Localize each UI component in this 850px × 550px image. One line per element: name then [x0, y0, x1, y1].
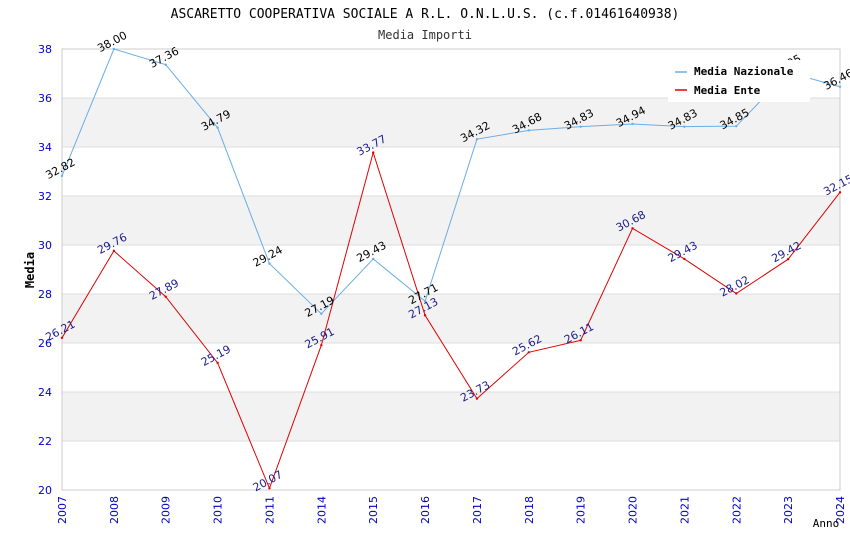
gridlines [62, 48, 840, 491]
x-tick-label: 2014 [315, 496, 328, 524]
data-point [735, 124, 738, 128]
data-point [164, 295, 167, 298]
data-point [631, 122, 634, 126]
data-label: 38.00 [95, 29, 129, 55]
y-tick-label: 24 [38, 386, 52, 399]
x-tick-label: 2019 [575, 496, 588, 524]
data-point [683, 125, 686, 128]
x-tick-label: 2008 [108, 496, 121, 524]
data-point [268, 487, 271, 490]
data-point [838, 191, 842, 194]
x-tick-label: 2010 [212, 496, 225, 524]
data-point [112, 47, 116, 51]
data-point [475, 137, 479, 141]
data-point [60, 174, 64, 178]
x-tick-label: 2007 [56, 496, 69, 524]
data-point [579, 339, 582, 342]
data-point [268, 262, 271, 265]
x-tick-label: 2018 [523, 496, 536, 524]
y-tick-label: 26 [38, 337, 52, 350]
data-point [579, 125, 582, 128]
data-label: 32.15 [821, 172, 850, 198]
data-label: 29.24 [251, 243, 285, 269]
y-tick-label: 20 [38, 484, 52, 497]
legend-label-media-nazionale: Media Nazionale [694, 65, 794, 78]
x-axis-label: Anno [813, 517, 840, 530]
data-label: 32.82 [43, 156, 77, 182]
plot-background-bands [62, 98, 840, 441]
legend: Media Nazionale Media Ente [668, 60, 810, 102]
x-tick-label: 2022 [730, 496, 743, 524]
grid-band [62, 98, 840, 147]
data-point [683, 257, 686, 261]
y-tick-label: 38 [38, 43, 52, 56]
chart-subtitle: Media Importi [378, 28, 472, 42]
x-tick-label: 2021 [678, 496, 691, 524]
y-axis-ticks: 20 22 24 26 28 30 32 34 36 38 [38, 43, 52, 497]
data-point [475, 397, 479, 400]
legend-box [668, 60, 810, 102]
x-tick-label: 2015 [367, 496, 380, 524]
data-point [786, 258, 790, 261]
x-tick-label: 2020 [627, 496, 640, 524]
series-line-0 [61, 48, 841, 315]
data-label: 37.36 [147, 44, 181, 70]
chart-title: ASCARETTO COOPERATIVA SOCIALE A R.L. O.N… [171, 7, 680, 22]
x-tick-label: 2024 [834, 496, 847, 524]
plot-frame [61, 48, 841, 491]
data-point [216, 361, 219, 365]
x-tick-label: 2017 [471, 496, 484, 524]
data-point [735, 292, 738, 295]
x-tick-label: 2009 [160, 496, 173, 524]
x-tick-label: 2016 [419, 496, 432, 524]
data-point [216, 126, 219, 129]
data-point [164, 63, 167, 66]
data-point [838, 85, 842, 88]
data-point [423, 299, 427, 303]
data-point [631, 227, 634, 230]
y-tick-label: 32 [38, 190, 52, 203]
x-tick-label: 2023 [782, 496, 795, 524]
x-axis-ticks: 2007 2008 2009 2010 2011 2014 2015 2016 2017 2018… [56, 496, 847, 524]
x-tick-label: 2011 [263, 496, 276, 524]
y-tick-label: 28 [38, 288, 52, 301]
y-tick-label: 36 [38, 92, 52, 105]
y-axis-label: Media [23, 252, 37, 288]
data-point [320, 344, 323, 347]
y-tick-label: 30 [38, 239, 52, 252]
grid-band [62, 294, 840, 343]
grid-band [62, 392, 840, 441]
data-label: 36.46 [821, 67, 850, 93]
series-layer [60, 47, 842, 490]
data-point [112, 249, 116, 253]
data-point [372, 151, 375, 154]
legend-label-media-ente: Media Ente [694, 84, 761, 97]
data-point [423, 314, 427, 317]
data-label: 25.19 [199, 343, 233, 369]
data-point [527, 351, 530, 354]
data-point [372, 257, 375, 261]
data-point [60, 336, 64, 340]
data-point [527, 129, 530, 132]
data-point [320, 312, 323, 316]
y-tick-label: 34 [38, 141, 52, 154]
y-tick-label: 22 [38, 435, 52, 448]
series-line-1 [61, 150, 841, 490]
